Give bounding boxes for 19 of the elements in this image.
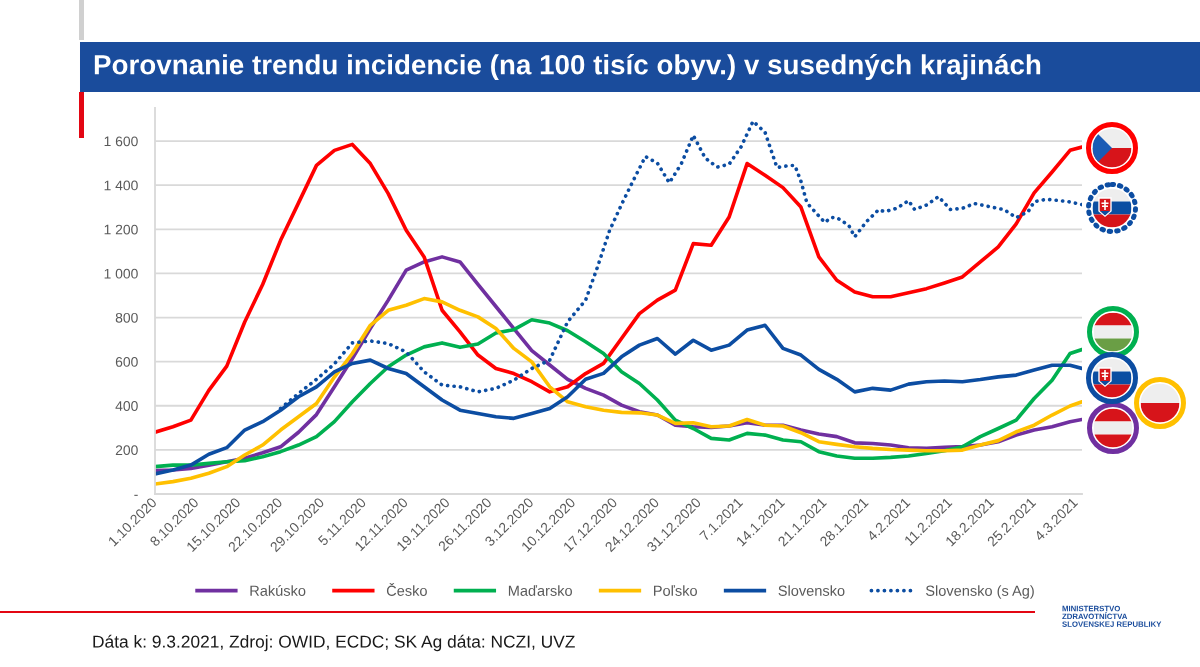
line-series [155, 142, 1082, 435]
y-tick-label: 1 600 [104, 136, 138, 147]
y-tick-label: 800 [115, 312, 138, 323]
text: Dáta k: 9.3.2021, Zdroj: OWID, ECDC; SK Ag dáta: NCZI, UVZ [93, 634, 575, 652]
y-tick-label: - [134, 494, 138, 496]
y-tick-label: 1 200 [104, 224, 138, 235]
y-tick-label: 600 [115, 356, 138, 367]
y-tick-label: 1 000 [104, 268, 138, 279]
legend-label: Slovensko [778, 585, 845, 596]
y-tick-label: 200 [115, 445, 138, 456]
legend-label: Maďarsko [508, 585, 572, 596]
legend-label: Poľsko [654, 585, 697, 596]
legend-label: Slovensko (s Ag) [925, 585, 1034, 599]
y-tick-label: 1 400 [104, 180, 138, 191]
line-series [155, 296, 1082, 486]
chart-title: Porovnanie trendu incidencie (na 100 tisíc obyv.) v susedných krajinách [94, 53, 1041, 81]
y-tick-label: 400 [115, 401, 138, 411]
legend-label: Rakúsko [250, 585, 306, 596]
legend-label: Česko [386, 583, 427, 596]
